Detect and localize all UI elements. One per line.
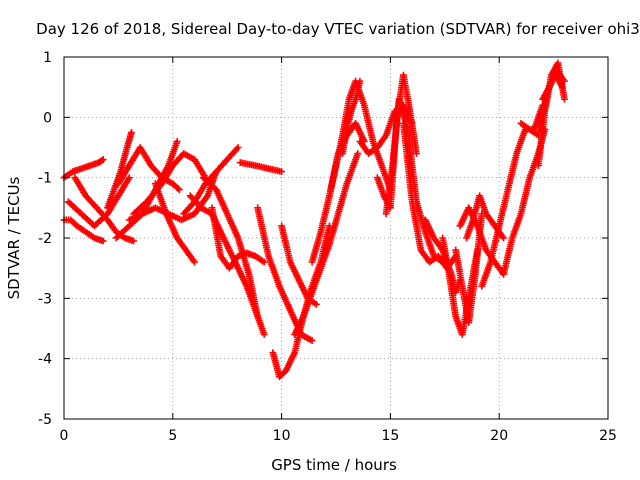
y-tick-label: 1: [43, 50, 52, 66]
series-arc-2: [60, 216, 107, 245]
series-arc-22: [339, 77, 364, 157]
data-point-marker: [254, 313, 262, 320]
data-point-marker: [413, 150, 420, 157]
data-point-marker: [260, 258, 268, 266]
series-arc-3: [64, 174, 133, 230]
y-axis-label: SDTVAR / TECUs: [5, 176, 23, 299]
data-marks: [60, 59, 568, 381]
y-tick-label: -2: [38, 231, 52, 247]
x-tick-label: 0: [60, 428, 69, 444]
data-point-marker: [191, 258, 198, 266]
x-tick-label: 25: [599, 428, 617, 444]
series-arc-32: [478, 101, 547, 290]
data-point-marker: [130, 237, 138, 245]
chart-title: Day 126 of 2018, Sidereal Day-to-day VTE…: [36, 20, 640, 38]
data-point-marker: [98, 157, 106, 164]
grid: [64, 57, 608, 419]
series-arc-36: [539, 71, 566, 103]
x-tick-label: 15: [381, 428, 399, 444]
series-arc-10: [151, 180, 198, 266]
series-arc-13: [199, 174, 262, 320]
y-tick-label: -1: [38, 171, 52, 187]
x-tick-label: 5: [168, 428, 177, 444]
y-tick-label: -3: [38, 291, 52, 307]
data-point-marker: [99, 156, 107, 163]
series-arc-15: [236, 159, 285, 176]
data-point-marker: [356, 77, 364, 85]
y-tick-label: -5: [38, 412, 52, 428]
y-tick-label: -4: [38, 352, 52, 368]
data-point-marker: [561, 95, 568, 103]
data-point-marker: [260, 331, 268, 338]
data-point-marker: [125, 174, 133, 182]
data-point-marker: [308, 337, 316, 344]
series-arc-4: [71, 174, 138, 245]
series-arc-14: [208, 204, 268, 272]
x-tick-label: 10: [273, 428, 291, 444]
data-point-marker: [278, 168, 285, 176]
x-tick-label: 20: [490, 428, 508, 444]
data-point-marker: [128, 129, 135, 136]
data-point-marker: [558, 83, 566, 91]
series-arc-19: [291, 150, 362, 338]
data-point-marker: [354, 150, 362, 157]
data-point-marker: [173, 138, 181, 145]
y-tick-label: 0: [43, 110, 52, 126]
data-point-marker: [234, 144, 242, 151]
data-point-marker: [500, 234, 507, 242]
x-axis-label: GPS time / hours: [271, 456, 397, 474]
series-arc-17: [269, 222, 333, 381]
data-point-marker: [313, 300, 320, 308]
data-point-marker: [99, 237, 107, 245]
series-arc-29: [452, 210, 486, 326]
axes: 0 5 10 15 20 25 -5 -4 -3 -2 -1 0 1: [38, 50, 617, 444]
data-point-marker: [174, 185, 182, 192]
data-point-marker: [175, 186, 183, 194]
